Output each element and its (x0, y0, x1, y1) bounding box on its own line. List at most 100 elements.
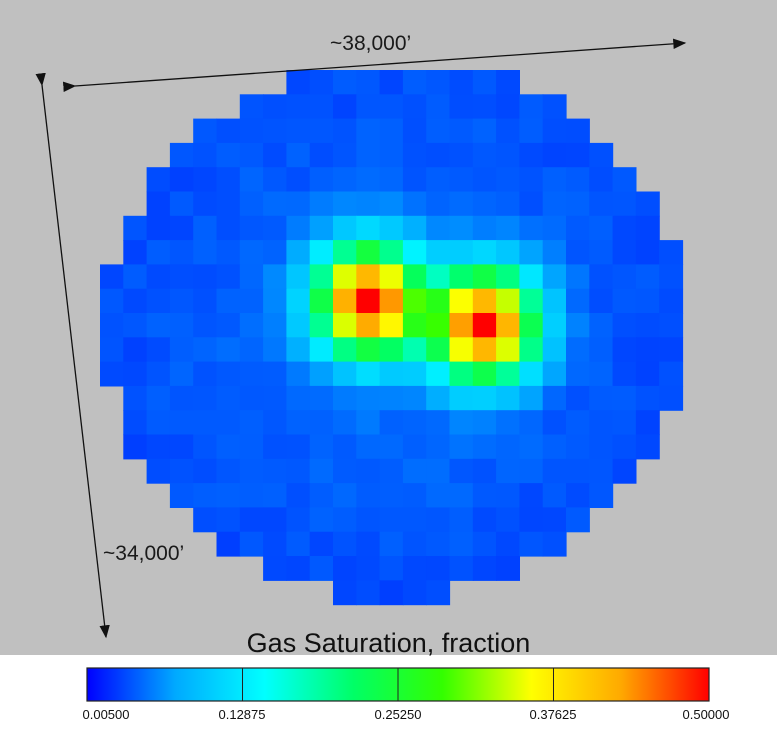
heatmap-cell (472, 240, 497, 265)
heatmap-cell (426, 531, 451, 557)
heatmap-cell (402, 531, 427, 557)
heatmap-cell (589, 410, 614, 436)
heatmap-cell (263, 410, 287, 436)
heatmap-cell (239, 191, 264, 217)
heatmap-cell (449, 434, 474, 460)
heatmap-cell (449, 337, 474, 363)
heatmap-cell (542, 385, 567, 411)
heatmap-cell (333, 313, 357, 338)
heatmap-cell (309, 94, 334, 120)
heatmap-cell (356, 361, 381, 387)
heatmap-cell (402, 142, 427, 168)
heatmap-cell (402, 458, 427, 484)
heatmap-cell (263, 385, 287, 411)
heatmap-cell (566, 118, 590, 144)
heatmap-cell (356, 240, 381, 265)
heatmap-cell (263, 507, 287, 533)
heatmap-cell (449, 167, 474, 193)
heatmap-cell (169, 385, 194, 411)
heatmap-cell (123, 288, 148, 314)
heatmap-cell (356, 337, 381, 363)
heatmap-cell (566, 264, 590, 290)
heatmap-cell (239, 313, 264, 338)
heatmap-cell (612, 385, 637, 411)
heatmap-cell (333, 191, 357, 217)
heatmap-cell (472, 167, 497, 193)
heatmap-cell (286, 215, 311, 241)
heatmap-cell (356, 483, 381, 508)
heatmap-cell (566, 288, 590, 314)
heatmap-cell (426, 94, 451, 120)
heatmap-cell (566, 410, 590, 436)
heatmap-cell (193, 337, 218, 363)
heatmap-cell (566, 507, 590, 533)
heatmap-cell (333, 434, 357, 460)
heatmap-cell (635, 385, 660, 411)
heatmap-cell (286, 240, 311, 265)
heatmap-cell (542, 313, 567, 338)
heatmap-cell (519, 531, 544, 557)
heatmap-cell (263, 191, 287, 217)
heatmap-cell (566, 337, 590, 363)
heatmap-cell (426, 507, 451, 533)
heatmap-cell (309, 118, 334, 144)
heatmap-cell (193, 142, 218, 168)
heatmap-cell (566, 361, 590, 387)
heatmap-cell (566, 240, 590, 265)
heatmap-cell (169, 337, 194, 363)
heatmap-cell (589, 483, 614, 508)
heatmap-cell (589, 361, 614, 387)
heatmap-cell (542, 531, 567, 557)
heatmap-cell (193, 215, 218, 241)
heatmap-cell (496, 264, 520, 290)
heatmap-cell (379, 142, 404, 168)
heatmap-cell (402, 410, 427, 436)
heatmap-cell (356, 531, 381, 557)
heatmap-cell (566, 434, 590, 460)
heatmap-cell (146, 385, 171, 411)
heatmap-cell (426, 264, 451, 290)
heatmap-cell (379, 385, 404, 411)
heatmap-cell (286, 531, 311, 557)
heatmap-cell (193, 313, 218, 338)
heatmap-cell (123, 240, 148, 265)
heatmap-cell (402, 556, 427, 581)
heatmap-cell (542, 434, 567, 460)
heatmap-cell (309, 410, 334, 436)
heatmap-cell (589, 385, 614, 411)
heatmap-cell (169, 191, 194, 217)
heatmap-cell (496, 556, 520, 581)
heatmap-cell (286, 191, 311, 217)
heatmap-cell (333, 167, 357, 193)
heatmap-cell (263, 313, 287, 338)
heatmap-cell (309, 167, 334, 193)
heatmap-cell (472, 507, 497, 533)
heatmap-cell (239, 264, 264, 290)
heatmap-cell (193, 264, 218, 290)
heatmap-cell (589, 191, 614, 217)
heatmap-cell (333, 337, 357, 363)
heatmap-cell (356, 410, 381, 436)
heatmap-cell (496, 191, 520, 217)
heatmap-cell (286, 264, 311, 290)
heatmap-cell (635, 434, 660, 460)
heatmap-cell (239, 410, 264, 436)
heatmap-cell (263, 531, 287, 557)
heatmap-cell (542, 410, 567, 436)
heatmap-cell (496, 288, 520, 314)
heatmap-cell (496, 118, 520, 144)
heatmap-cell (333, 580, 357, 606)
heatmap-cell (472, 458, 497, 484)
heatmap-cell (169, 240, 194, 265)
heatmap-cell (286, 458, 311, 484)
heatmap-cell (239, 458, 264, 484)
heatmap-cell (589, 313, 614, 338)
heatmap-cell (635, 410, 660, 436)
heatmap-cell (216, 288, 241, 314)
heatmap-cell (239, 385, 264, 411)
heatmap-cell (635, 313, 660, 338)
heatmap-cell (496, 531, 520, 557)
heatmap-cell (449, 507, 474, 533)
heatmap-cell (496, 167, 520, 193)
